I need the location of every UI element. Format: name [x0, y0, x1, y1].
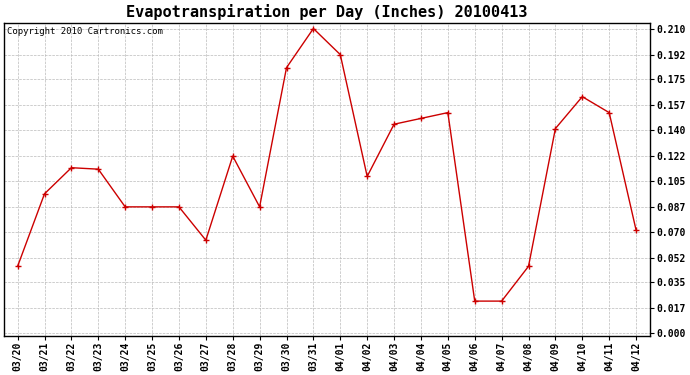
Text: Copyright 2010 Cartronics.com: Copyright 2010 Cartronics.com — [8, 27, 164, 36]
Title: Evapotranspiration per Day (Inches) 20100413: Evapotranspiration per Day (Inches) 2010… — [126, 4, 528, 20]
